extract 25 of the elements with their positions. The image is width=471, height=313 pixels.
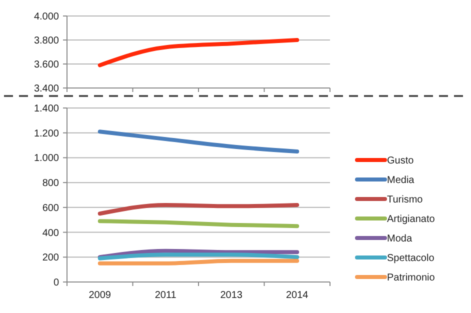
x-tick-label: 2013 (220, 290, 243, 301)
legend-label: Turismo (387, 194, 424, 206)
y-tick-label: 400 (42, 228, 60, 239)
y-tick-label: 3.600 (34, 60, 60, 70)
legend-label: Gusto (387, 156, 414, 166)
legend-label: Moda (387, 234, 412, 244)
y-tick-label: 800 (42, 178, 60, 190)
y-tick-label: 3.400 (34, 84, 60, 94)
y-tick-label: 3.800 (34, 36, 60, 46)
legend-label: Media (387, 175, 415, 186)
y-tick-label: 0 (53, 278, 60, 288)
legend-label: Spettacolo (387, 253, 435, 264)
y-tick-label: 600 (42, 202, 60, 214)
legend-label: Artigianato (387, 214, 436, 225)
line-series (98, 38, 300, 68)
legend-label: Patrimonio (387, 272, 436, 284)
line-series (98, 130, 300, 154)
x-tick-label: 2009 (88, 290, 112, 301)
y-tick-label: 4.000 (34, 12, 60, 22)
x-tick-label: 2014 (286, 290, 309, 301)
x-tick-label: 2011 (154, 290, 177, 301)
y-tick-label: 200 (42, 252, 60, 264)
y-tick-label: 1.400 (34, 104, 60, 114)
y-tick-label: 1.200 (34, 128, 60, 140)
y-tick-label: 1.000 (34, 153, 60, 164)
